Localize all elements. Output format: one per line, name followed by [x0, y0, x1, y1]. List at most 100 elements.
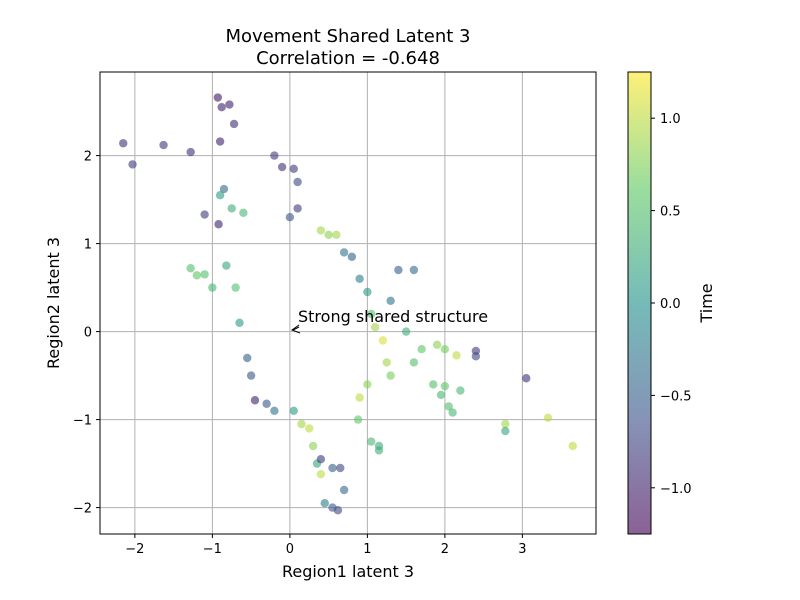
scatter-point	[336, 463, 345, 473]
scatter-point	[417, 345, 426, 354]
scatter-point	[285, 213, 295, 222]
colorbar-ticks: −1.0 −0.5 0.0 0.5 1.0	[651, 112, 692, 497]
x-axis-label: Region1 latent 3	[282, 562, 414, 581]
scatter-point	[429, 380, 438, 389]
scatter-point	[277, 162, 287, 172]
scatter-point	[219, 184, 229, 194]
y-tick-label: 1	[84, 238, 92, 253]
scatter-point	[293, 204, 302, 213]
scatter-point	[353, 415, 363, 424]
scatter-point	[215, 137, 225, 146]
scatter-point	[382, 358, 391, 367]
scatter-point	[440, 345, 450, 354]
x-tick-label: 3	[518, 542, 526, 557]
scatter-point	[320, 499, 329, 508]
scatter-point	[246, 371, 256, 380]
colorbar: −1.0 −0.5 0.0 0.5 1.0 Time	[627, 71, 716, 535]
scatter-point	[568, 441, 577, 451]
x-tick-label: 1	[363, 542, 371, 557]
scatter-point	[324, 230, 333, 239]
scatter-point	[305, 424, 314, 433]
y-tick-label: −1	[73, 414, 92, 429]
scatter-point	[440, 381, 450, 391]
plot-area-frame	[99, 71, 597, 535]
scatter-point	[347, 252, 357, 261]
scatter-point	[378, 336, 388, 345]
scatter-point	[119, 139, 128, 148]
scatter-point	[452, 351, 461, 360]
scatter-point	[215, 191, 225, 200]
scatter-point	[262, 399, 271, 408]
scatter-point	[401, 327, 411, 336]
scatter-point	[316, 455, 326, 464]
scatter-point	[297, 419, 306, 429]
scatter-point	[471, 352, 481, 361]
colorbar-tick-label: −0.5	[660, 389, 692, 404]
scatter-point	[308, 441, 318, 451]
y-axis-ticks: −2 −1 0 1 2	[73, 150, 100, 517]
scatter-point	[374, 446, 384, 455]
scatter-point	[328, 503, 337, 512]
scatter-point	[289, 164, 298, 173]
annotation-text: Strong shared structure	[298, 307, 488, 326]
scatter-point	[367, 437, 376, 446]
scatter-point	[386, 296, 395, 305]
scatter-point	[159, 140, 168, 150]
colorbar-gradient	[627, 71, 652, 535]
scatter-point	[339, 485, 349, 495]
scatter-point	[293, 177, 302, 187]
annotation-arrow-head	[290, 324, 301, 334]
colorbar-tick-label: 0.5	[660, 205, 681, 220]
scatter-point	[355, 393, 364, 402]
colorbar-tick-label: 1.0	[660, 112, 681, 127]
scatter-point	[501, 426, 510, 436]
chart-subtitle: Correlation = -0.648	[256, 48, 440, 69]
scatter-point	[448, 408, 457, 417]
y-axis-label: Region2 latent 3	[44, 237, 63, 369]
scatter-point	[243, 353, 252, 363]
scatter-point	[436, 390, 446, 400]
x-tick-label: −2	[125, 542, 144, 557]
y-tick-label: 0	[84, 326, 92, 341]
scatter-point	[128, 160, 137, 169]
scatter-point	[214, 220, 223, 229]
scatter-point	[227, 204, 236, 213]
scatter-point	[432, 340, 442, 349]
scatter-point	[213, 93, 222, 102]
scatter-point	[200, 270, 209, 279]
scatter-point	[270, 151, 279, 160]
annotation: Strong shared structure	[290, 307, 488, 334]
x-tick-label: −1	[203, 542, 222, 557]
colorbar-tick-label: 0.0	[660, 297, 681, 312]
scatter-point	[316, 469, 326, 479]
scatter-point	[332, 230, 341, 239]
scatter-point	[217, 103, 226, 112]
scatter-point	[409, 265, 419, 275]
scatter-point	[522, 374, 531, 383]
colorbar-label: Time	[697, 283, 716, 323]
scatter-point	[270, 406, 279, 415]
annotation-arrow-shaft	[292, 326, 300, 331]
scatter-point	[235, 318, 244, 327]
scatter-point	[363, 287, 372, 297]
scatter-point	[208, 283, 217, 292]
scatter-point	[367, 309, 376, 319]
scatter-point	[225, 100, 234, 109]
scatter-point	[501, 419, 510, 429]
grid-lines	[100, 72, 596, 534]
scatter-point	[229, 119, 239, 129]
y-tick-label: 2	[84, 150, 92, 165]
scatter-point	[363, 380, 372, 389]
scatter-point	[355, 274, 364, 283]
scatter-point	[250, 396, 260, 405]
scatter-point	[409, 358, 419, 367]
x-tick-label: 2	[441, 542, 449, 557]
x-tick-label: 0	[286, 542, 294, 557]
scatter-point	[339, 248, 349, 257]
scatter-point	[394, 265, 403, 275]
scatter-point	[186, 147, 195, 157]
y-tick-label: −2	[73, 502, 92, 517]
scatter-point	[370, 323, 380, 332]
data-points	[119, 93, 577, 515]
